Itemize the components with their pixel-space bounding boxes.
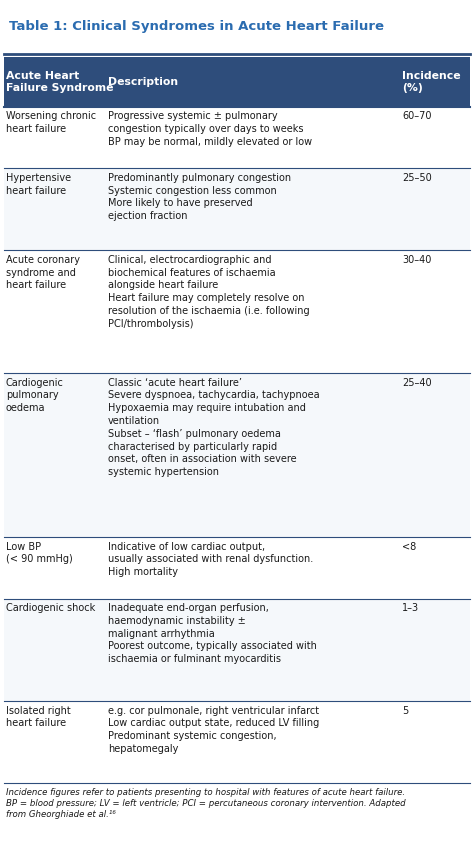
Text: Predominantly pulmonary congestion
Systemic congestion less common
More likely t: Predominantly pulmonary congestion Syste…	[108, 173, 291, 221]
Text: Progressive systemic ± pulmonary
congestion typically over days to weeks
BP may : Progressive systemic ± pulmonary congest…	[108, 111, 312, 147]
Text: 60–70: 60–70	[402, 111, 431, 122]
Bar	[4, 538, 470, 599]
Bar	[4, 373, 470, 538]
Bar	[4, 169, 470, 251]
Text: Hypertensive
heart failure: Hypertensive heart failure	[6, 173, 71, 195]
Text: Inadequate end-organ perfusion,
haemodynamic instability ±
malignant arrhythmia
: Inadequate end-organ perfusion, haemodyn…	[108, 603, 317, 664]
Text: Table 1: Clinical Syndromes in Acute Heart Failure: Table 1: Clinical Syndromes in Acute Hea…	[9, 21, 383, 33]
Text: e.g. cor pulmonale, right ventricular infarct
Low cardiac output state, reduced : e.g. cor pulmonale, right ventricular in…	[108, 705, 319, 754]
Text: 5: 5	[402, 705, 408, 716]
Text: Worsening chronic
heart failure: Worsening chronic heart failure	[6, 111, 96, 134]
Bar	[4, 107, 470, 169]
Text: Clinical, electrocardiographic and
biochemical features of ischaemia
alongside h: Clinical, electrocardiographic and bioch…	[108, 255, 310, 329]
Text: Indicative of low cardiac output,
usually associated with renal dysfunction.
Hig: Indicative of low cardiac output, usuall…	[108, 542, 313, 577]
Text: 25–40: 25–40	[402, 377, 431, 388]
Text: 25–50: 25–50	[402, 173, 432, 183]
Bar	[4, 599, 470, 701]
Bar	[4, 251, 470, 373]
Text: 30–40: 30–40	[402, 255, 431, 265]
Text: Cardiogenic shock: Cardiogenic shock	[6, 603, 95, 613]
Text: Incidence
(%): Incidence (%)	[402, 71, 461, 93]
Text: <8: <8	[402, 542, 416, 551]
Bar	[4, 57, 470, 107]
Bar	[4, 701, 470, 783]
Text: Cardiogenic
pulmonary
oedema: Cardiogenic pulmonary oedema	[6, 377, 64, 413]
Text: 1–3: 1–3	[402, 603, 419, 613]
Text: Description: Description	[108, 77, 178, 87]
Bar	[4, 0, 470, 54]
Text: Acute Heart
Failure Syndrome: Acute Heart Failure Syndrome	[6, 71, 113, 93]
Text: Isolated right
heart failure: Isolated right heart failure	[6, 705, 71, 728]
Text: Acute coronary
syndrome and
heart failure: Acute coronary syndrome and heart failur…	[6, 255, 80, 290]
Text: Classic ‘acute heart failure’
Severe dyspnoea, tachycardia, tachypnoea
Hypoxaemi: Classic ‘acute heart failure’ Severe dys…	[108, 377, 319, 478]
Text: Incidence figures refer to patients presenting to hospital with features of acut: Incidence figures refer to patients pres…	[6, 788, 406, 819]
Text: Low BP
(< 90 mmHg): Low BP (< 90 mmHg)	[6, 542, 73, 564]
